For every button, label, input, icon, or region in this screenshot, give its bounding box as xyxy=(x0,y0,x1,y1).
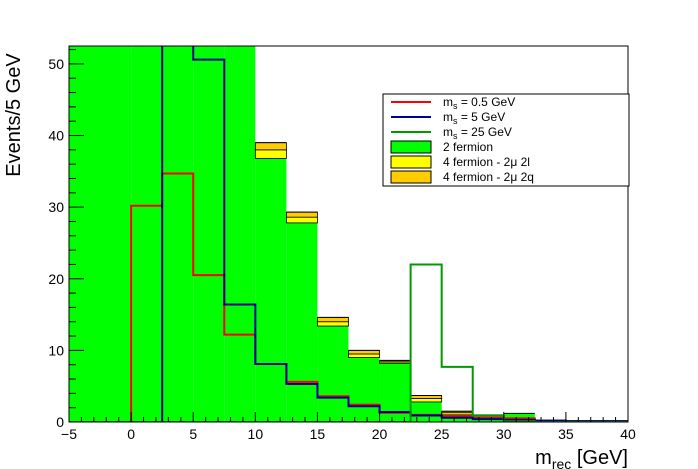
y-tick-label-4: 40 xyxy=(48,128,64,144)
stack-bar-1-5 xyxy=(410,397,443,403)
legend-box-swatch-3 xyxy=(390,140,432,154)
stack-bar-0-6 xyxy=(317,326,349,422)
x-tick-label-2: 5 xyxy=(189,426,197,442)
stack-bar-1-0 xyxy=(254,149,287,159)
stack-bar-0-2 xyxy=(193,46,225,422)
y-tick-label-5: 50 xyxy=(48,56,64,72)
plot-frame xyxy=(68,45,629,423)
stack-bar-2-2 xyxy=(317,317,349,323)
stack-bar-1-3 xyxy=(348,353,380,358)
y-axis-title: Events/5 GeV xyxy=(3,53,25,177)
stack-bar-0-0 xyxy=(69,46,132,422)
legend-label-4: 4 fermion - 2μ 2l xyxy=(443,155,530,169)
stack-bar-0-9 xyxy=(410,401,442,422)
x-tick-label-3: 10 xyxy=(248,426,264,442)
legend-label-2: ms = 25 GeV xyxy=(443,125,512,141)
stack-bar-2-1 xyxy=(285,211,318,218)
x-axis-title: mrec [GeV] xyxy=(535,447,628,469)
x-tick-label-8: 35 xyxy=(558,426,574,442)
signal-line-1 xyxy=(69,46,628,422)
x-tick-label-7: 30 xyxy=(496,426,512,442)
stack-bar-0-3 xyxy=(224,46,256,422)
legend-label-1: ms = 5 GeV xyxy=(443,110,505,126)
stack-bar-2-0 xyxy=(254,142,287,151)
x-tick-label-4: 15 xyxy=(310,426,326,442)
x-tick-label-5: 20 xyxy=(372,426,388,442)
x-tick-label-6: 25 xyxy=(434,426,450,442)
legend-label-3: 2 fermion xyxy=(443,140,493,154)
stack-bar-1-1 xyxy=(285,216,318,224)
legend-box-swatch-5 xyxy=(390,170,432,184)
stack-bar-0-5 xyxy=(286,222,318,422)
x-tick-label-9: 40 xyxy=(620,426,636,442)
y-tick-label-3: 30 xyxy=(48,199,64,215)
stack-bar-0-7 xyxy=(348,357,380,422)
stack-bar-2-3 xyxy=(348,349,380,355)
y-tick-label-2: 20 xyxy=(48,271,64,287)
background-stack xyxy=(69,46,628,422)
signal-line-2 xyxy=(69,263,628,422)
stack-bar-0-4 xyxy=(255,158,287,422)
legend-label-5: 4 fermion - 2μ 2q xyxy=(443,170,534,184)
x-tick-label-1: 0 xyxy=(127,426,135,442)
y-tick-label-0: 0 xyxy=(56,414,64,430)
x-tick-label-0: −5 xyxy=(61,426,77,442)
y-tick-label-1: 10 xyxy=(48,342,64,358)
legend-label-0: ms = 0.5 GeV xyxy=(443,95,515,111)
signal-lines xyxy=(69,46,628,422)
stack-bar-1-2 xyxy=(317,321,349,327)
legend-box-swatch-4 xyxy=(390,155,432,169)
